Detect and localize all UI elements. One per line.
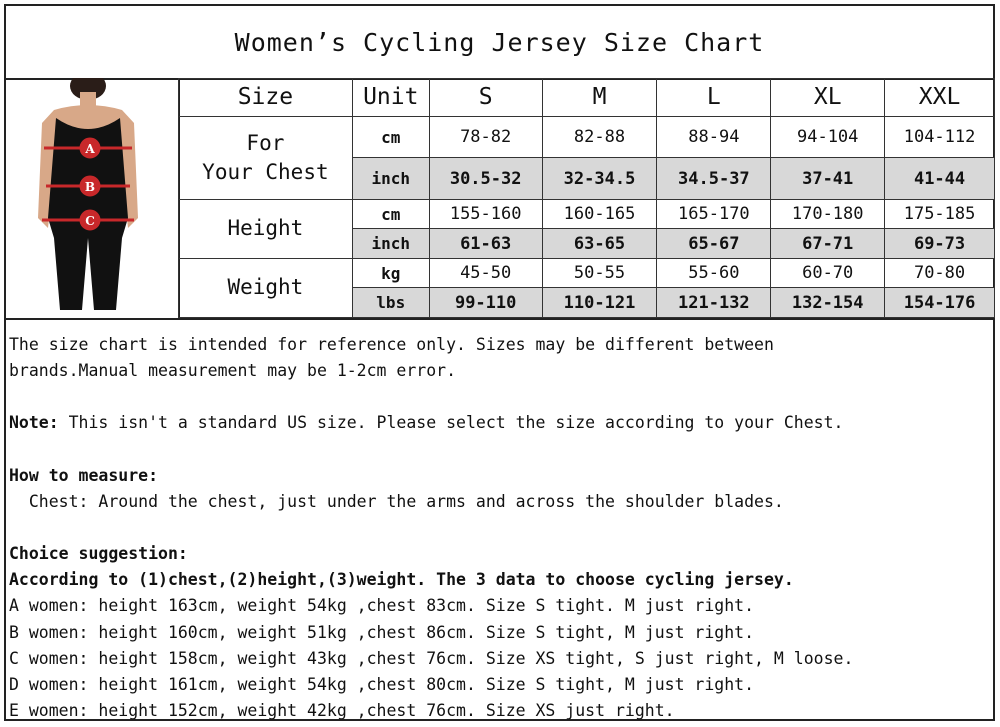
value-cell: 37-41 bbox=[770, 157, 886, 200]
value-cell: 60-70 bbox=[770, 257, 886, 289]
value-cell: 41-44 bbox=[884, 157, 995, 200]
value-cell: 61-63 bbox=[428, 228, 543, 259]
value-cell: 63-65 bbox=[541, 228, 658, 259]
size-col-header: XXL bbox=[884, 78, 995, 117]
notes-section: The size chart is intended for reference… bbox=[6, 318, 993, 720]
choice-rule: According to (1)chest,(2)height,(3)weigh… bbox=[9, 570, 794, 590]
marker-a: A bbox=[84, 142, 95, 156]
choice-label: Choice suggestion: bbox=[9, 544, 188, 564]
how-label: How to measure: bbox=[9, 465, 159, 485]
intro-line-2: brands.Manual measurement may be 1-2cm e… bbox=[9, 361, 457, 381]
example-e: E women: height 152cm, weight 42kg ,ches… bbox=[9, 701, 675, 721]
measure-label: Weight bbox=[178, 257, 353, 319]
note-text: This isn't a standard US size. Please se… bbox=[58, 413, 844, 433]
note-label: Note: bbox=[9, 413, 59, 433]
table-row: Height cm 155-160 160-165 165-170 170-180 175-… bbox=[178, 198, 995, 259]
marker-b: B bbox=[85, 180, 95, 194]
value-cell: 104-112 bbox=[884, 115, 995, 159]
size-col-header: S bbox=[428, 78, 543, 117]
example-d: D women: height 161cm, weight 54kg ,ches… bbox=[9, 675, 755, 695]
unit-cell: cm bbox=[351, 115, 430, 159]
value-cell: 160-165 bbox=[541, 198, 658, 230]
value-cell: 69-73 bbox=[884, 228, 995, 259]
size-header: Size bbox=[178, 78, 353, 117]
unit-cell: inch bbox=[351, 228, 430, 259]
chart-title: Women’s Cycling Jersey Size Chart bbox=[6, 6, 993, 80]
value-cell: 65-67 bbox=[656, 228, 772, 259]
unit-cell: cm bbox=[351, 198, 430, 230]
unit-cell: kg bbox=[351, 257, 430, 289]
unit-cell: inch bbox=[351, 157, 430, 200]
value-cell: 94-104 bbox=[770, 115, 886, 159]
measure-label: For Your Chest bbox=[178, 115, 353, 200]
size-col-header: L bbox=[656, 78, 772, 117]
value-cell: 34.5-37 bbox=[656, 157, 772, 200]
value-cell: 55-60 bbox=[656, 257, 772, 289]
size-table: Size Unit S M L XL XXL For Your Chest cm 78-82 82-… bbox=[178, 78, 995, 319]
value-cell: 30.5-32 bbox=[428, 157, 543, 200]
value-cell: 99-110 bbox=[428, 287, 543, 318]
example-a: A women: height 163cm, weight 54kg ,ches… bbox=[9, 596, 755, 616]
example-c: C women: height 158cm, weight 43kg ,ches… bbox=[9, 648, 854, 668]
value-cell: 170-180 bbox=[770, 198, 886, 230]
how-text: Chest: Around the chest, just under the … bbox=[9, 491, 784, 511]
value-cell: 45-50 bbox=[428, 257, 543, 289]
marker-c: C bbox=[85, 214, 95, 228]
value-cell: 82-88 bbox=[541, 115, 658, 159]
value-cell: 110-121 bbox=[541, 287, 658, 318]
value-cell: 132-154 bbox=[770, 287, 886, 318]
value-cell: 155-160 bbox=[428, 198, 543, 230]
intro-line-1: The size chart is intended for reference… bbox=[9, 335, 774, 354]
value-cell: 78-82 bbox=[428, 115, 543, 159]
table-row: inch 61-63 63-65 65-67 67-71 69-73 bbox=[179, 228, 995, 259]
size-chart: Women’s Cycling Jersey Size Chart A B C … bbox=[4, 4, 995, 721]
note-line: Note: This isn't a standard US size. Ple… bbox=[9, 410, 993, 436]
value-cell: 88-94 bbox=[656, 115, 772, 159]
measure-label: Height bbox=[178, 198, 353, 259]
value-cell: 67-71 bbox=[770, 228, 886, 259]
size-col-header: M bbox=[541, 78, 658, 117]
value-cell: 165-170 bbox=[656, 198, 772, 230]
unit-cell: lbs bbox=[351, 287, 430, 318]
unit-header: Unit bbox=[351, 78, 430, 117]
value-cell: 121-132 bbox=[656, 287, 772, 318]
value-cell: 175-185 bbox=[884, 198, 995, 230]
header-row: Size Unit S M L XL XXL bbox=[178, 78, 995, 117]
model-figure: A B C bbox=[6, 72, 180, 318]
size-col-header: XL bbox=[770, 78, 886, 117]
value-cell: 50-55 bbox=[541, 257, 658, 289]
value-cell: 154-176 bbox=[884, 287, 995, 318]
example-b: B women: height 160cm, weight 51kg ,ches… bbox=[9, 622, 755, 642]
value-cell: 70-80 bbox=[884, 257, 995, 289]
table-row: Weight kg 45-50 50-55 55-60 60-70 70-80 bbox=[178, 257, 995, 319]
table-row: For Your Chest cm 78-82 82-88 88-94 94-104 104… bbox=[178, 115, 995, 200]
table-row: inch 30.5-32 32-34.5 34.5-37 37-41 41-44 bbox=[179, 157, 995, 200]
table-row: lbs 99-110 110-121 121-132 132-154 154-176 bbox=[179, 287, 995, 318]
value-cell: 32-34.5 bbox=[541, 157, 658, 200]
